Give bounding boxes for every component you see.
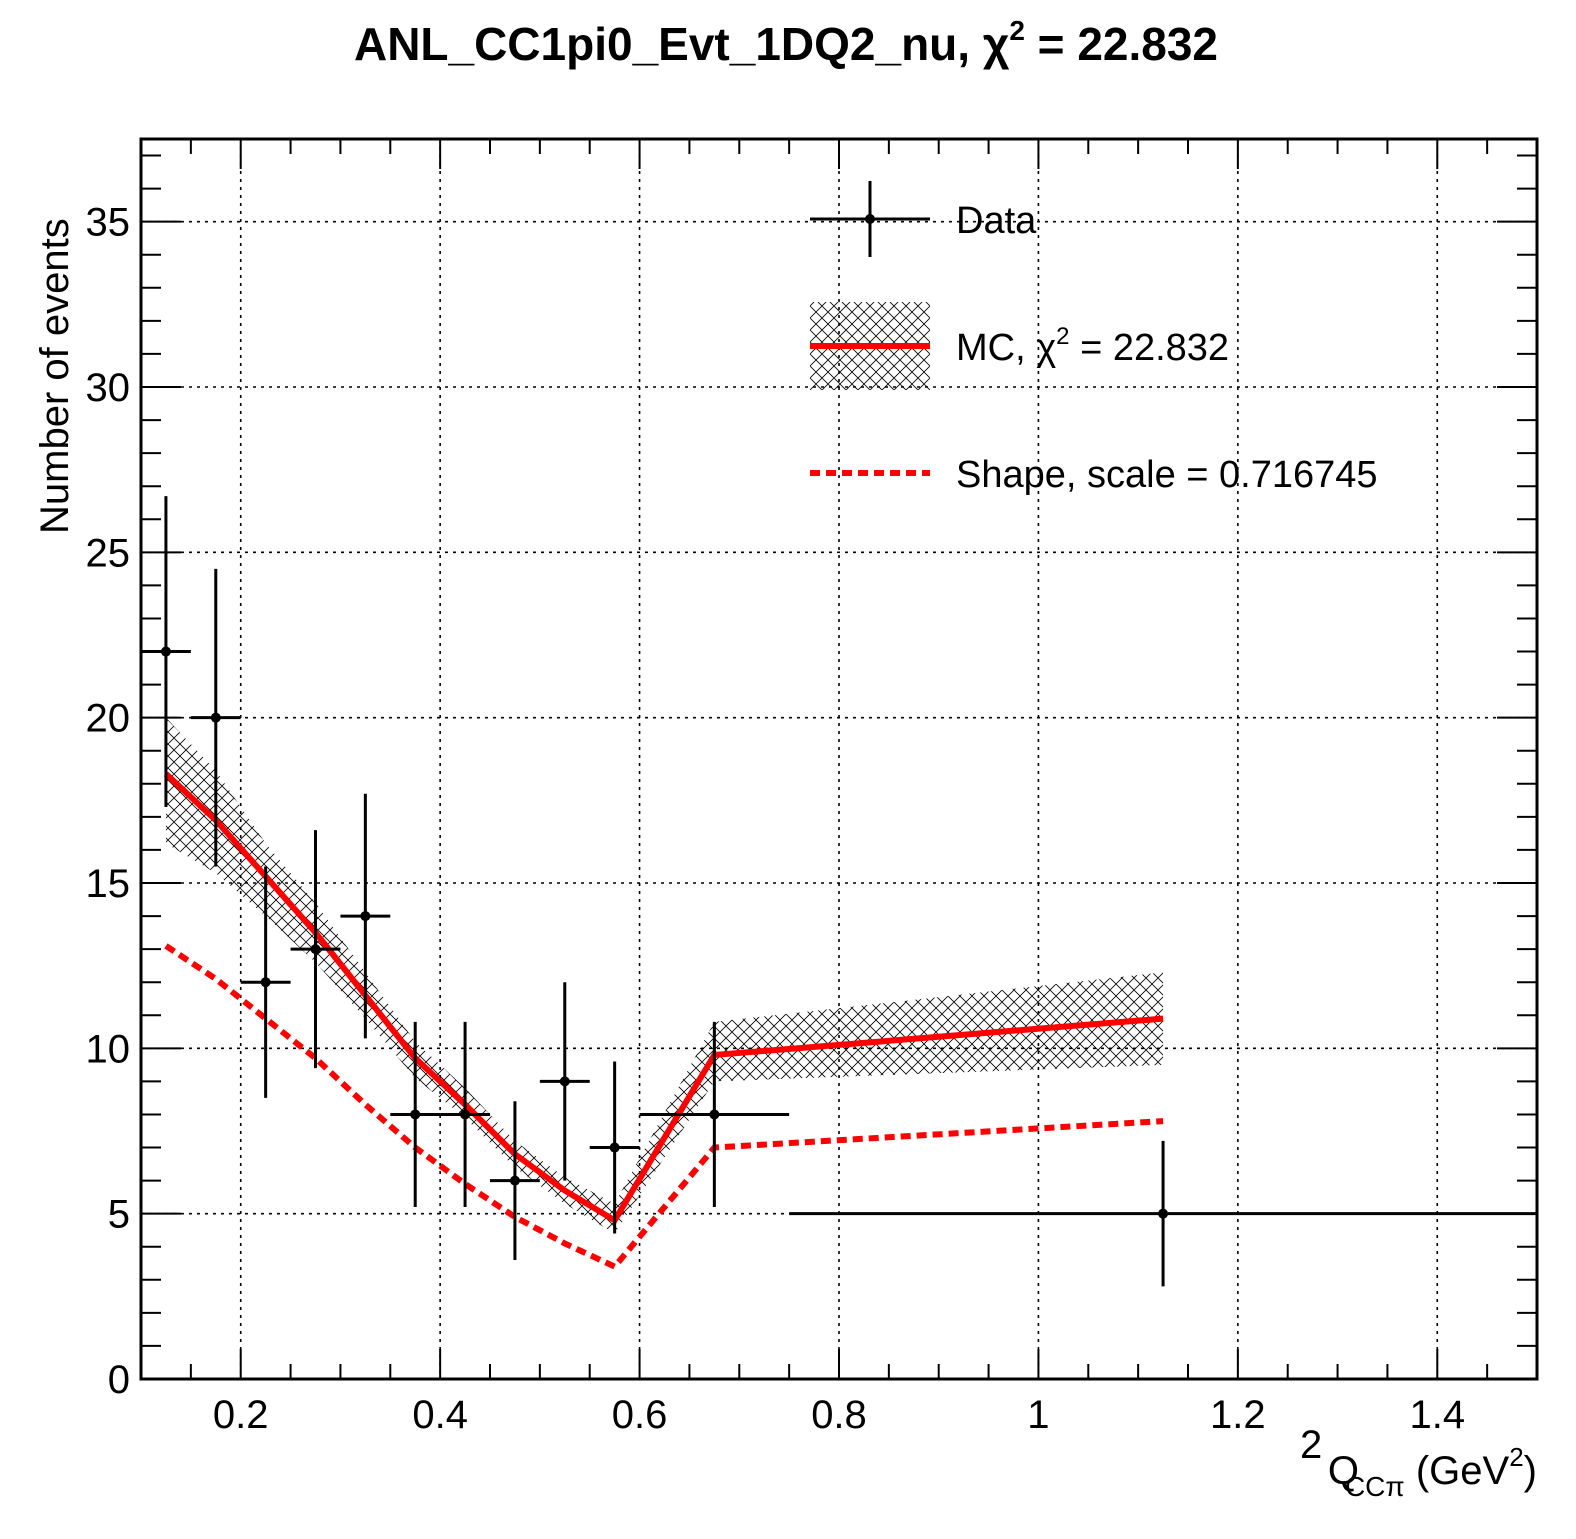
data-marker-7 (509, 1175, 520, 1186)
data-marker-1 (210, 712, 221, 723)
y-tick-label-3: 15 (86, 862, 131, 906)
shape-line (164, 943, 1164, 1271)
data-point-5 (390, 1021, 441, 1208)
legend-shape-entry: Shape, scale = 0.716745 (810, 454, 1378, 496)
data-marker-11 (1158, 1208, 1169, 1219)
chart-title: ANL_CC1pi0_Evt_1DQ2_nu, χ2 = 22.832 (354, 15, 1218, 70)
data-marker-4 (360, 911, 371, 922)
axis-ticks (141, 139, 1538, 1380)
y-tick-label-7: 35 (86, 201, 131, 245)
mc-series (163, 771, 1164, 1225)
y-tick-label-1: 5 (108, 1193, 130, 1237)
legend: Data MC, χ2 = 22.832 Shape, scale = 0.71… (810, 181, 1378, 496)
data-point-3 (290, 830, 341, 1069)
x-tick-labels: 0.2 0.4 0.6 0.8 1 1.2 1.4 (213, 1393, 1465, 1437)
x-axis-title-sup: 2 (1300, 1423, 1322, 1467)
x-tick-label-0: 0.2 (213, 1393, 269, 1437)
data-marker-2 (260, 977, 271, 988)
y-tick-label-6: 30 (86, 366, 131, 410)
data-point-6 (440, 1021, 490, 1208)
data-point-11 (789, 1140, 1537, 1287)
legend-shape-label: Shape, scale = 0.716745 (956, 454, 1378, 496)
y-axis-title: Number of events (33, 218, 77, 534)
y-tick-labels: 0 5 10 15 20 25 30 35 (86, 201, 131, 1402)
x-tick-label-1: 0.4 (412, 1393, 468, 1437)
legend-mc-entry: MC, χ2 = 22.832 (810, 302, 1229, 390)
x-axis-title-base: Q (1328, 1449, 1359, 1493)
shape-series (164, 943, 1164, 1271)
x-tick-label-4: 1 (1027, 1393, 1049, 1437)
data-point-2 (240, 866, 291, 1098)
data-point-8 (539, 982, 590, 1181)
y-tick-label-4: 20 (86, 697, 131, 741)
data-point-1 (190, 568, 241, 867)
x-axis-title-unit-sup: 2 (1509, 1442, 1523, 1472)
data-marker-0 (160, 646, 171, 657)
data-marker-3 (310, 944, 321, 955)
legend-data-entry: Data (810, 181, 1037, 257)
x-axis-title: QCCπ (GeV2) (1328, 1442, 1537, 1502)
legend-mc-label-pre: MC, χ (956, 327, 1056, 369)
data-point-9 (589, 1061, 640, 1234)
x-axis-title-unit-close: ) (1524, 1449, 1537, 1493)
y-tick-label-5: 25 (86, 531, 131, 575)
y-tick-label-0: 0 (108, 1358, 130, 1402)
data-point-4 (340, 793, 391, 1039)
x-tick-label-6: 1.4 (1409, 1393, 1465, 1437)
y-tick-label-2: 10 (86, 1027, 131, 1071)
data-marker-5 (410, 1109, 421, 1120)
chart-title-main: ANL_CC1pi0_Evt_1DQ2_nu, χ (354, 18, 1010, 70)
data-marker-9 (609, 1142, 620, 1153)
legend-data-label: Data (956, 200, 1037, 242)
data-marker-6 (460, 1109, 471, 1120)
chart-title-sup: 2 (1009, 15, 1025, 46)
x-tick-label-2: 0.6 (612, 1393, 668, 1437)
chart-title-value: = 22.832 (1025, 18, 1218, 70)
mc-line (163, 771, 1164, 1225)
data-series (141, 496, 1537, 1287)
x-tick-label-5: 1.2 (1210, 1393, 1266, 1437)
data-point-7 (490, 1101, 540, 1260)
x-tick-label-3: 0.8 (811, 1393, 867, 1437)
legend-data-marker (865, 214, 875, 224)
data-marker-10 (709, 1109, 720, 1120)
x-axis-title-sub: CCπ (1345, 1471, 1405, 1502)
legend-mc-label-post: = 22.832 (1070, 327, 1230, 369)
data-marker-8 (559, 1076, 570, 1087)
legend-mc-label-sup: 2 (1056, 323, 1069, 350)
legend-mc-label: MC, χ2 = 22.832 (956, 323, 1229, 369)
x-axis-title-unit-open: (GeV (1405, 1449, 1510, 1493)
data-point-10 (639, 1021, 790, 1208)
